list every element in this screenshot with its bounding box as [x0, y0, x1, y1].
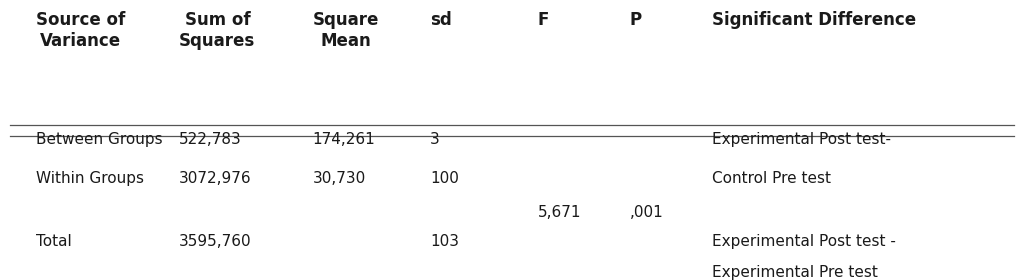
Text: Square
Mean: Square Mean [312, 11, 379, 50]
Text: 3595,760: 3595,760 [179, 234, 252, 249]
Text: P: P [630, 11, 642, 29]
Text: 103: 103 [430, 234, 459, 249]
Text: ,001: ,001 [630, 205, 664, 220]
Text: 174,261: 174,261 [312, 132, 375, 147]
Text: Total: Total [36, 234, 72, 249]
Text: sd: sd [430, 11, 452, 29]
Text: Experimental Post test-: Experimental Post test- [712, 132, 891, 147]
Text: Experimental Post test -: Experimental Post test - [712, 234, 896, 249]
Text: 3: 3 [430, 132, 440, 147]
Text: 522,783: 522,783 [179, 132, 242, 147]
Text: 30,730: 30,730 [312, 171, 366, 186]
Text: 5,671: 5,671 [538, 205, 581, 220]
Text: 100: 100 [430, 171, 459, 186]
Text: F: F [538, 11, 549, 29]
Text: Experimental Pre test: Experimental Pre test [712, 265, 878, 280]
Text: Between Groups: Between Groups [36, 132, 163, 147]
Text: Significant Difference: Significant Difference [712, 11, 915, 29]
Text: Source of
Variance: Source of Variance [36, 11, 125, 50]
Text: Control Pre test: Control Pre test [712, 171, 830, 186]
Text: 3072,976: 3072,976 [179, 171, 252, 186]
Text: Within Groups: Within Groups [36, 171, 143, 186]
Text: Sum of
Squares: Sum of Squares [179, 11, 255, 50]
